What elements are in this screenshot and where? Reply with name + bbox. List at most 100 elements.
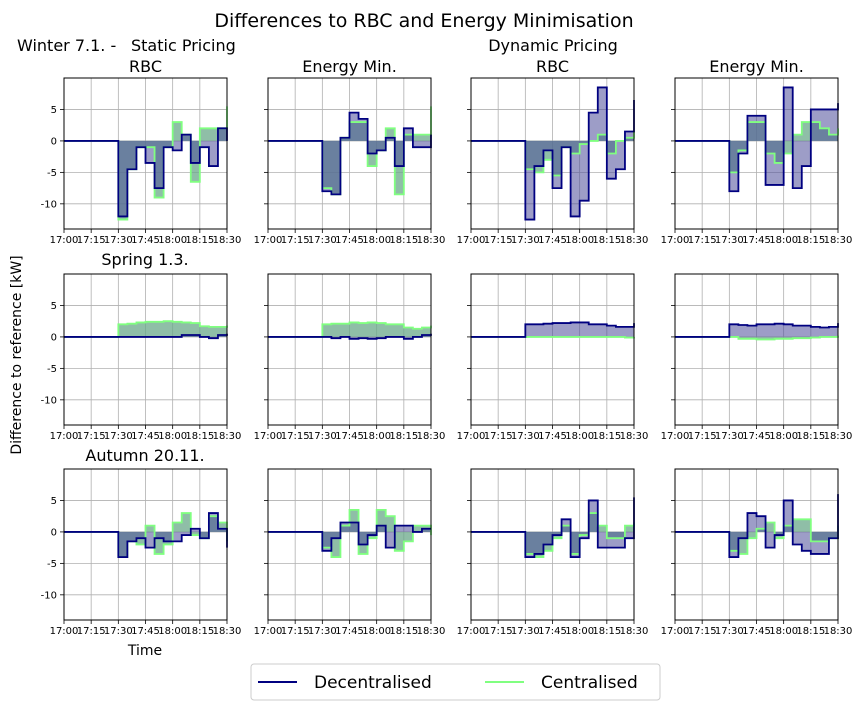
x-tick-label: 17:15 xyxy=(688,431,717,442)
x-tick-label: 18:30 xyxy=(824,626,853,637)
x-tick-label: 17:45 xyxy=(335,431,364,442)
x-tick-label: 17:00 xyxy=(661,235,690,246)
x-tick-label: 17:15 xyxy=(77,235,106,246)
column-title: RBC xyxy=(536,57,569,76)
x-tick-label: 18:15 xyxy=(592,626,621,637)
series-line-decentralised xyxy=(675,322,839,338)
column-title: RBC xyxy=(129,57,162,76)
x-tick-label: 18:00 xyxy=(769,431,798,442)
series-line-decentralised xyxy=(64,127,228,218)
x-tick-label: 18:00 xyxy=(362,626,391,637)
x-tick-label: 18:15 xyxy=(389,431,418,442)
y-tick-label: 5 xyxy=(51,301,57,312)
x-tick-label: 18:00 xyxy=(362,235,391,246)
y-tick-label: 0 xyxy=(51,527,57,538)
x-tick-label: 18:00 xyxy=(565,431,594,442)
x-tick-label: 18:00 xyxy=(769,626,798,637)
x-tick-label: 17:00 xyxy=(661,626,690,637)
x-tick-label: 18:30 xyxy=(213,431,242,442)
x-tick-label: 17:15 xyxy=(688,235,717,246)
area-decentralised xyxy=(675,323,838,337)
x-tick-label: 17:30 xyxy=(104,626,133,637)
area-decentralised xyxy=(471,322,634,337)
x-tick-label: 18:00 xyxy=(362,431,391,442)
series-line-decentralised xyxy=(471,321,635,338)
x-tick-label: 17:45 xyxy=(538,431,567,442)
series-line-decentralised xyxy=(268,521,431,552)
x-tick-label: 17:15 xyxy=(77,626,106,637)
x-tick-label: 18:15 xyxy=(796,626,825,637)
series-line-decentralised xyxy=(268,111,432,196)
legend: Decentralised Centralised xyxy=(250,663,661,701)
x-tick-label: 17:45 xyxy=(131,235,160,246)
x-tick-label: 17:45 xyxy=(131,626,160,637)
legend-box xyxy=(250,663,661,701)
y-tick-label: -5 xyxy=(47,168,57,179)
area-decentralised xyxy=(675,494,838,558)
y-tick-label: 0 xyxy=(51,136,57,147)
x-tick-label: 17:15 xyxy=(281,626,310,637)
x-tick-label: 17:00 xyxy=(254,431,283,442)
x-tick-label: 18:30 xyxy=(213,626,242,637)
series-line-decentralised xyxy=(64,333,228,340)
subplot-grid: 17:0017:1517:3017:4518:0018:1518:30-10-5… xyxy=(41,57,853,637)
x-tick-label: 17:15 xyxy=(484,431,513,442)
x-tick-label: 17:45 xyxy=(335,626,364,637)
y-tick-label: -10 xyxy=(41,590,57,601)
x-tick-label: 17:30 xyxy=(308,626,337,637)
x-tick-label: 17:00 xyxy=(457,431,486,442)
x-tick-label: 17:30 xyxy=(511,626,540,637)
x-tick-label: 17:15 xyxy=(484,235,513,246)
x-tick-label: 17:30 xyxy=(308,431,337,442)
y-tick-label: 5 xyxy=(51,105,57,116)
x-tick-label: 18:00 xyxy=(158,235,187,246)
x-tick-label: 18:30 xyxy=(417,431,446,442)
x-tick-label: 17:45 xyxy=(742,235,771,246)
series-line-centralised xyxy=(268,508,432,558)
series-line-centralised xyxy=(268,321,432,338)
x-tick-label: 17:30 xyxy=(511,431,540,442)
x-tick-label: 18:15 xyxy=(389,235,418,246)
series-line-centralised xyxy=(675,335,839,341)
x-tick-label: 18:30 xyxy=(824,235,853,246)
x-tick-label: 18:30 xyxy=(417,626,446,637)
series-line-centralised xyxy=(471,336,635,339)
x-tick-label: 18:00 xyxy=(158,626,187,637)
group-title-dynamic: Dynamic Pricing xyxy=(488,36,618,55)
area-centralised xyxy=(268,322,431,337)
series-line-decentralised xyxy=(675,494,839,558)
x-tick-label: 18:15 xyxy=(185,431,214,442)
x-tick-label: 17:15 xyxy=(688,626,717,637)
series-line-decentralised xyxy=(675,86,839,193)
x-tick-label: 17:30 xyxy=(715,626,744,637)
series-line-centralised xyxy=(471,512,635,558)
x-tick-label: 17:45 xyxy=(742,626,771,637)
x-tick-label: 18:30 xyxy=(824,431,853,442)
area-decentralised xyxy=(268,522,431,551)
column-title: Energy Min. xyxy=(709,57,804,76)
x-tick-label: 17:00 xyxy=(254,235,283,246)
x-tick-label: 18:00 xyxy=(158,431,187,442)
legend-label-centralised: Centralised xyxy=(541,673,638,693)
y-tick-label: -10 xyxy=(41,199,57,210)
x-tick-label: 18:30 xyxy=(620,626,649,637)
y-tick-label: 5 xyxy=(51,496,57,507)
x-tick-label: 17:15 xyxy=(281,431,310,442)
area-centralised xyxy=(64,321,227,337)
x-tick-label: 17:00 xyxy=(254,626,283,637)
group-title-static: Static Pricing xyxy=(131,36,236,55)
x-tick-label: 18:30 xyxy=(620,431,649,442)
x-tick-label: 18:15 xyxy=(592,431,621,442)
x-axis-label: Time xyxy=(127,643,162,659)
x-tick-label: 18:15 xyxy=(796,235,825,246)
x-tick-label: 17:00 xyxy=(457,235,486,246)
y-tick-label: -10 xyxy=(41,395,57,406)
